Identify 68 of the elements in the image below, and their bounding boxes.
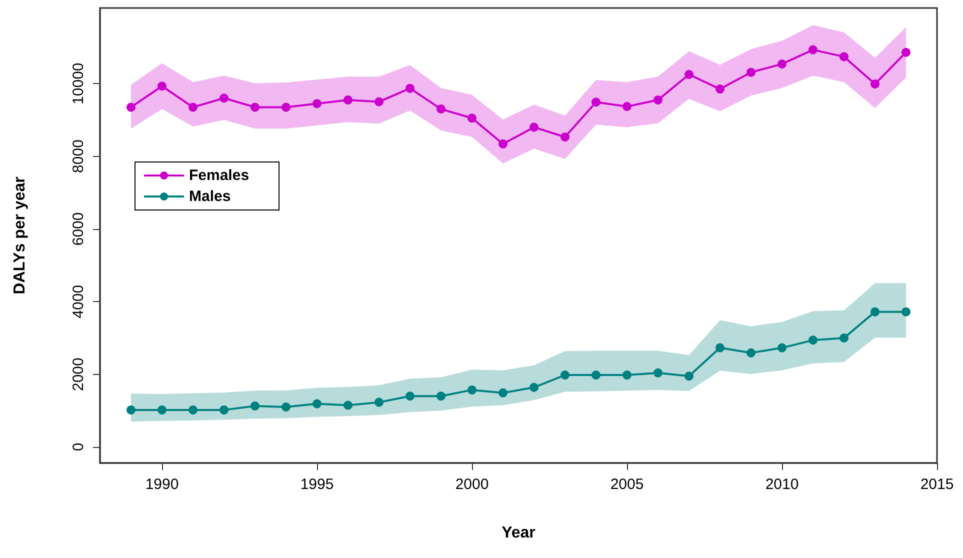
point xyxy=(840,333,848,342)
point xyxy=(498,388,508,398)
point xyxy=(530,122,538,132)
y-tick-label: 4000 xyxy=(70,284,87,318)
point xyxy=(778,343,786,352)
point xyxy=(126,405,136,414)
point xyxy=(746,348,756,358)
y-tick-label: 10000 xyxy=(70,62,87,104)
point xyxy=(468,385,476,394)
legend-label: Males xyxy=(189,188,231,205)
point xyxy=(312,99,322,108)
point xyxy=(282,102,290,112)
point xyxy=(220,94,228,103)
point xyxy=(902,307,910,316)
point xyxy=(126,102,136,112)
point xyxy=(684,372,694,381)
point xyxy=(622,102,632,111)
point xyxy=(250,401,260,410)
point xyxy=(436,104,446,114)
point xyxy=(840,52,848,62)
point xyxy=(498,139,508,148)
y-axis-title: DALYs per year xyxy=(12,176,28,294)
point xyxy=(622,370,632,380)
point xyxy=(344,400,352,410)
point xyxy=(592,98,600,107)
x-tick-label: 2005 xyxy=(610,476,644,493)
point xyxy=(374,398,384,407)
point xyxy=(374,97,384,106)
y-tick-label: 0 xyxy=(70,442,87,452)
point xyxy=(654,368,662,378)
point xyxy=(654,95,662,104)
y-tick-label: 6000 xyxy=(70,212,87,246)
point xyxy=(282,402,290,412)
x-tick-label: 2010 xyxy=(765,476,799,493)
x-axis-title: Year xyxy=(502,524,536,542)
point xyxy=(188,405,198,414)
x-tick-label: 2015 xyxy=(920,476,954,493)
point xyxy=(188,102,198,112)
point xyxy=(870,79,880,88)
point xyxy=(560,370,570,380)
point xyxy=(250,102,260,112)
point xyxy=(684,70,694,80)
point xyxy=(406,392,414,401)
point xyxy=(716,343,724,352)
point xyxy=(716,84,724,94)
x-tick-label: 1995 xyxy=(300,476,334,493)
point xyxy=(746,68,756,77)
point xyxy=(468,114,476,123)
point xyxy=(808,336,818,345)
point xyxy=(592,370,600,380)
point xyxy=(344,95,352,104)
point xyxy=(158,405,166,414)
point xyxy=(220,405,228,414)
point xyxy=(808,45,818,54)
x-tick-label: 2000 xyxy=(455,476,489,493)
point xyxy=(902,48,910,57)
x-tick-label: 1990 xyxy=(145,476,179,493)
y-tick-label: 8000 xyxy=(70,140,87,173)
point xyxy=(312,399,322,408)
point xyxy=(436,392,446,401)
point xyxy=(870,307,880,316)
point xyxy=(778,59,786,68)
point xyxy=(560,132,570,142)
point xyxy=(530,382,538,392)
y-tick-label: 2000 xyxy=(70,358,87,392)
legend-label: Females xyxy=(189,167,250,184)
point xyxy=(158,82,166,91)
point xyxy=(406,84,414,93)
